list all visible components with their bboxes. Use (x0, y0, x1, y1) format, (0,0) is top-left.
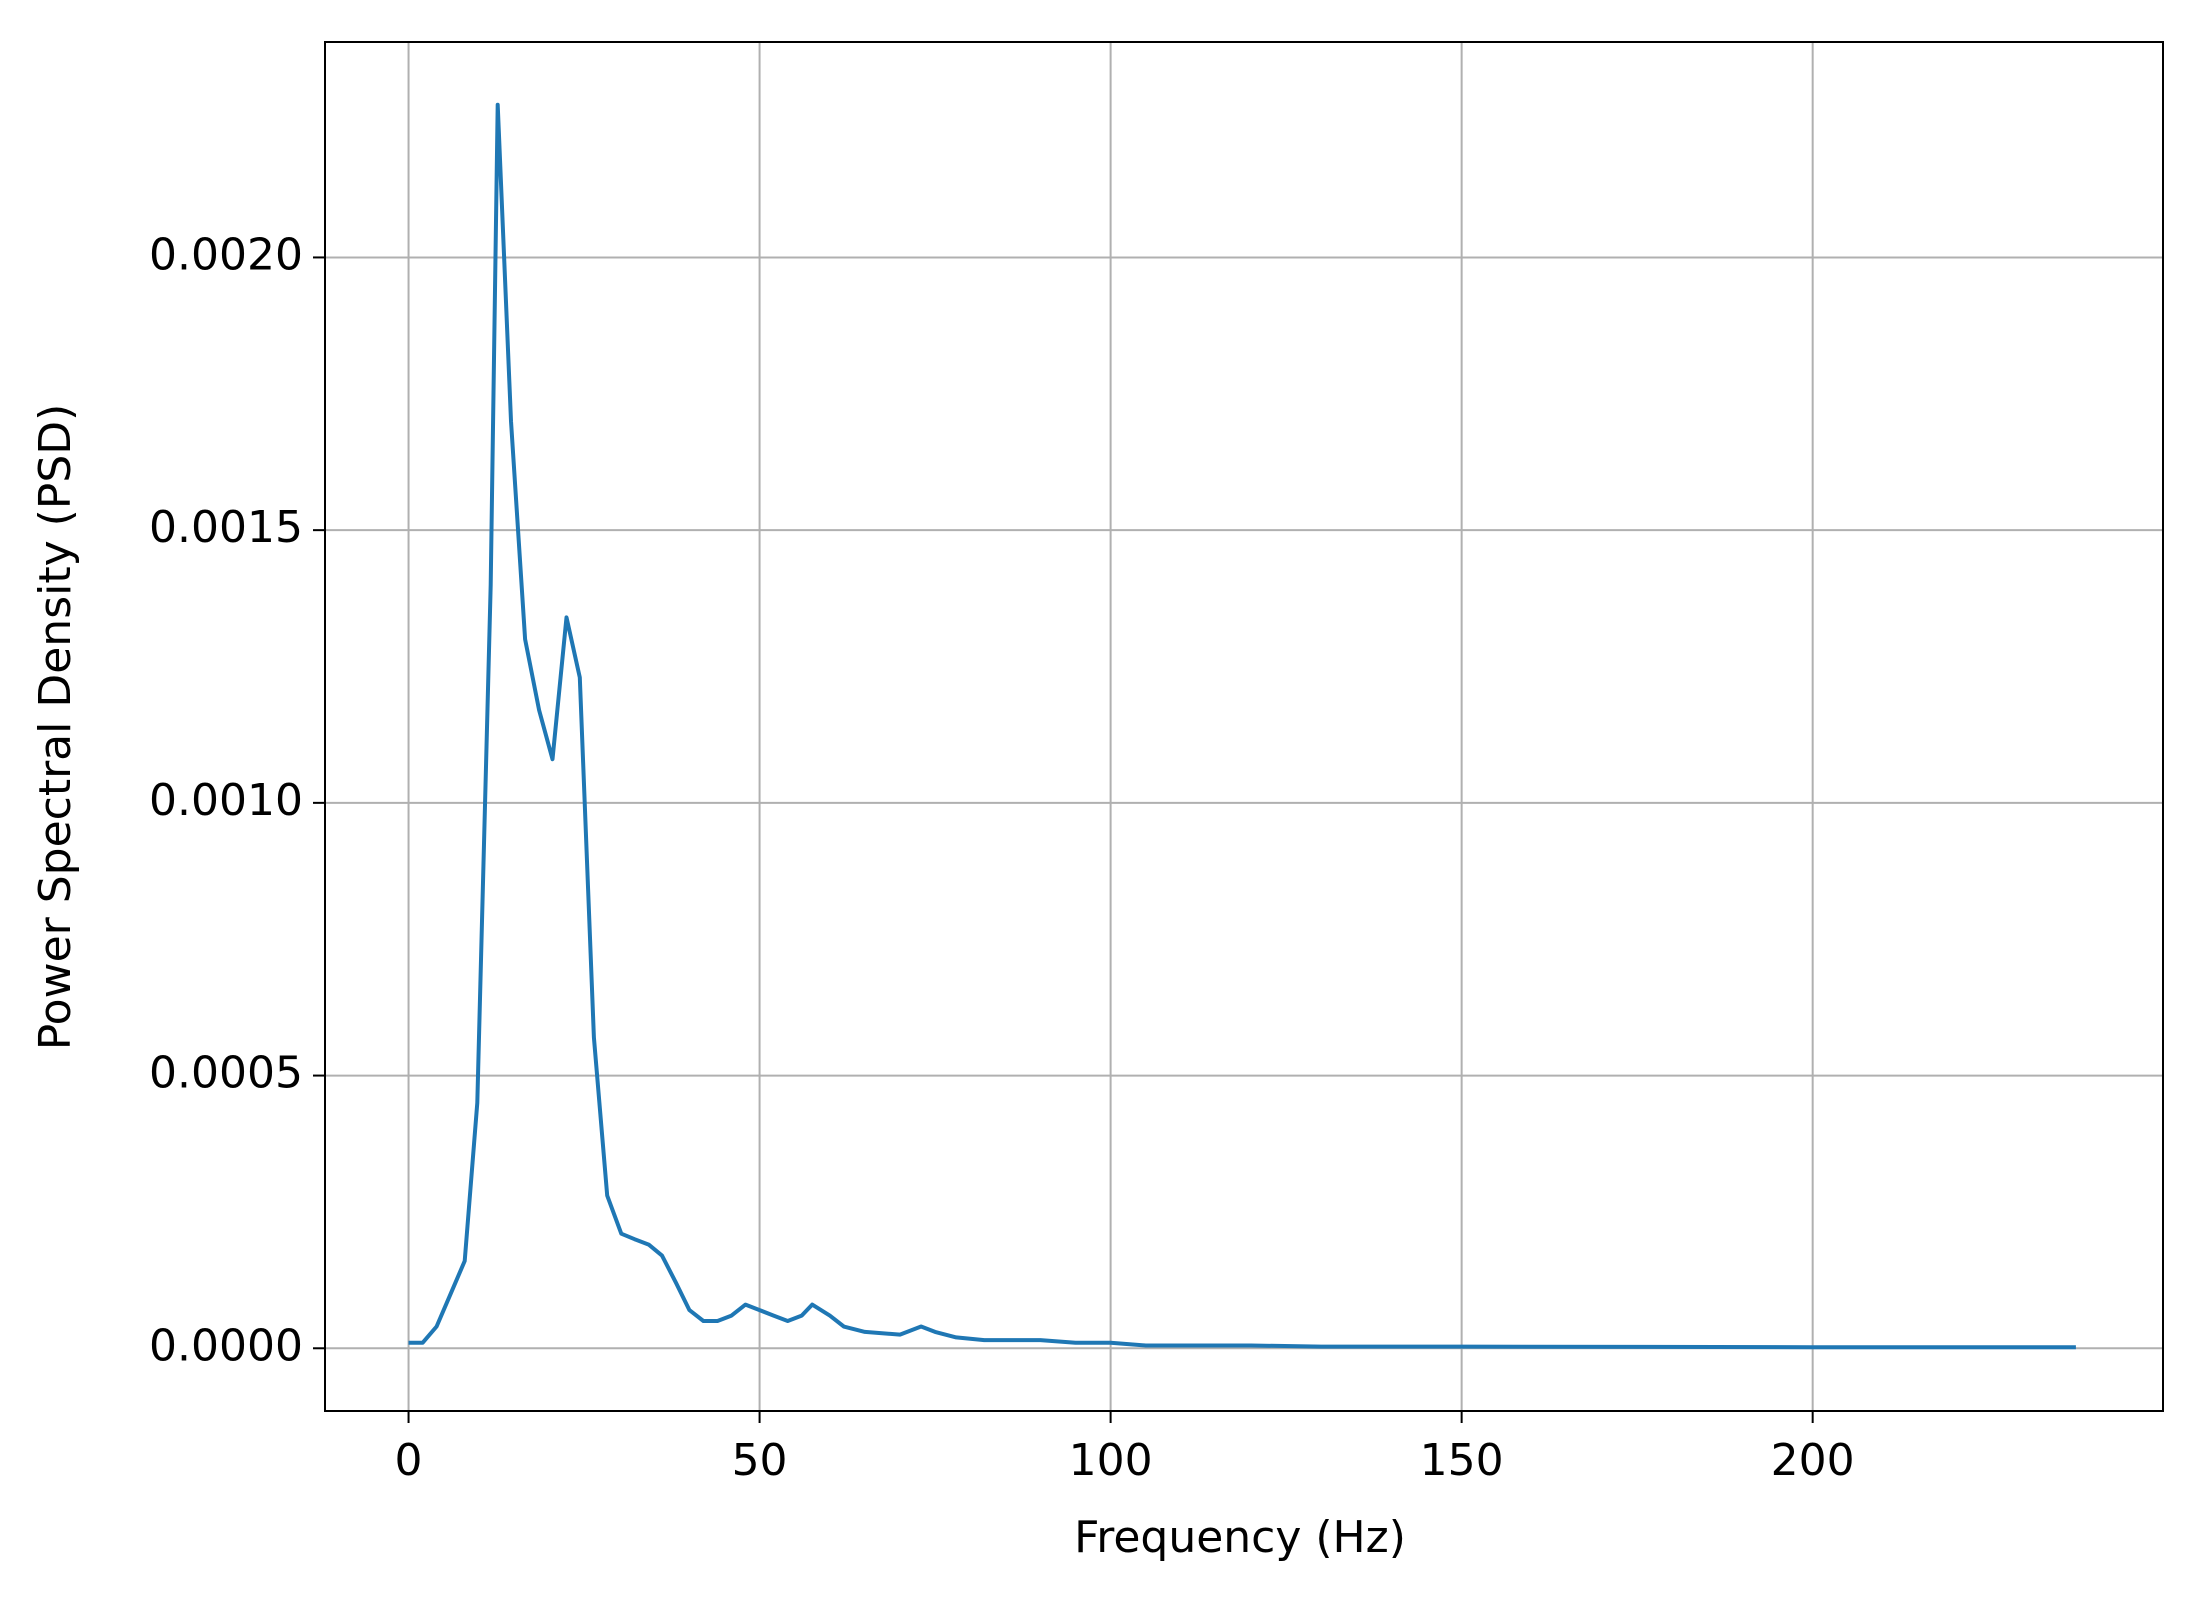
plot-frame (324, 41, 2164, 1412)
x-tick-label: 100 (1069, 1435, 1153, 1486)
y-tick-label: 0.0015 (149, 502, 303, 553)
x-tick-label: 0 (395, 1435, 423, 1486)
x-tick-label: 150 (1420, 1435, 1504, 1486)
y-tick-label: 0.0010 (149, 775, 303, 826)
y-tick-label: 0.0020 (149, 229, 303, 280)
data-line (408, 102, 2076, 1350)
y-tick-label: 0.0000 (149, 1320, 303, 1371)
x-tick-label: 50 (732, 1435, 788, 1486)
x-axis-label: Frequency (Hz) (1074, 1512, 1406, 1563)
y-tick-label: 0.0005 (149, 1048, 303, 1099)
y-axis-label: Power Spectral Density (PSD) (30, 404, 81, 1051)
x-tick-label: 200 (1771, 1435, 1855, 1486)
